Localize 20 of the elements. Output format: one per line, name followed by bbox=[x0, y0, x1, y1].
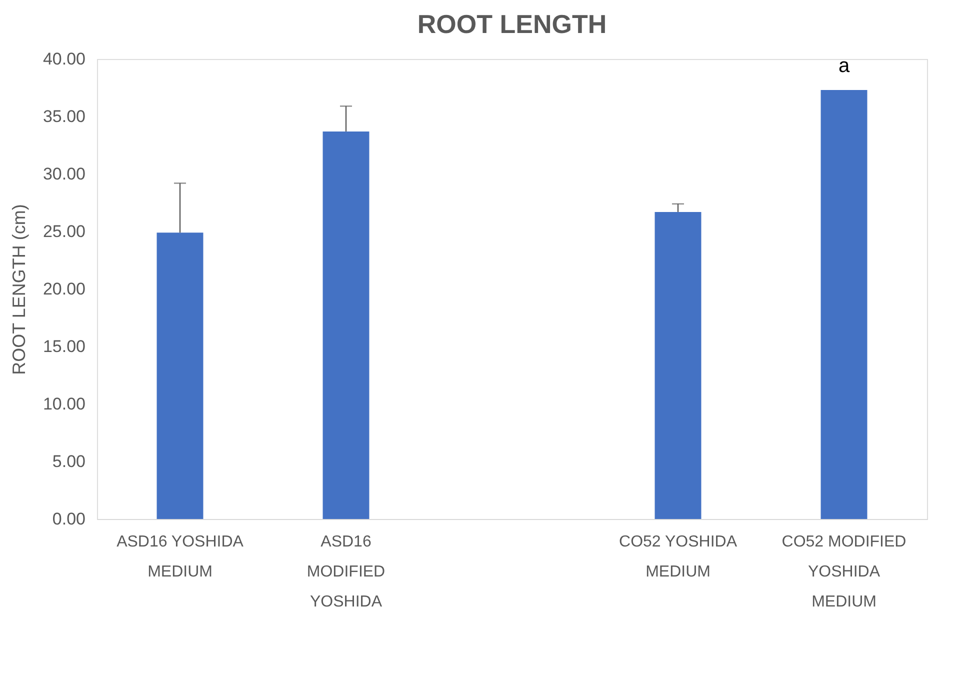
x-tick-label: ASD16 YOSHIDA MEDIUM bbox=[116, 534, 244, 580]
y-tick-label: 10.00 bbox=[42, 394, 86, 414]
bar bbox=[322, 131, 370, 519]
bar bbox=[156, 232, 204, 519]
bar bbox=[654, 212, 702, 519]
annotation: a bbox=[838, 55, 850, 78]
x-tick-label: CO52 YOSHIDA MEDIUM bbox=[619, 534, 738, 580]
y-tick-label: 30.00 bbox=[42, 164, 86, 184]
chart-title: ROOT LENGTH bbox=[417, 9, 607, 39]
y-tick-label: 5.00 bbox=[52, 452, 86, 471]
bar bbox=[820, 90, 868, 519]
x-tick-label: ASD16 MODIFIED YOSHIDA bbox=[306, 534, 386, 610]
y-axis-title: ROOT LENGTH (cm) bbox=[8, 204, 29, 375]
x-tick-label: CO52 MODIFIED YOSHIDA MEDIUM bbox=[782, 534, 906, 610]
y-tick-label: 20.00 bbox=[42, 280, 86, 298]
y-tick-label: 15.00 bbox=[42, 337, 86, 356]
y-tick-label: 25.00 bbox=[42, 222, 86, 241]
y-tick-label: 35.00 bbox=[42, 107, 86, 126]
y-tick-label: 0.00 bbox=[52, 510, 86, 528]
y-tick-label: 40.00 bbox=[42, 50, 86, 68]
